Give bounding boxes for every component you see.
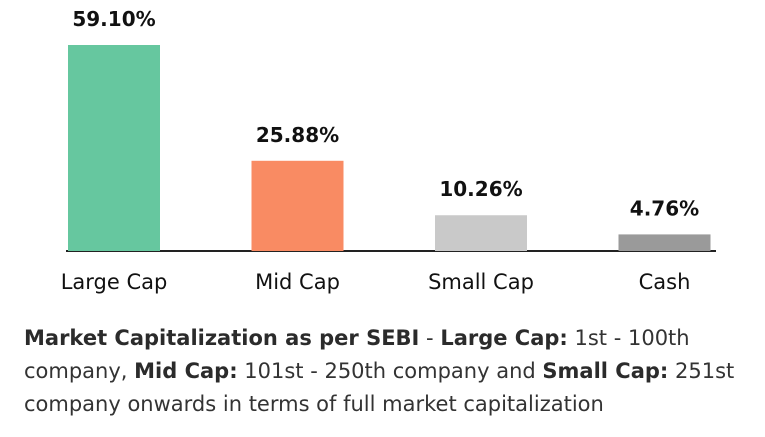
footnote-separator: - xyxy=(419,326,441,350)
value-label-cash: 4.76% xyxy=(630,196,699,220)
footnote-term-mid-cap: Mid Cap: xyxy=(134,359,238,383)
footnote-term-market-cap: Market Capitalization as per SEBI xyxy=(24,326,420,350)
footnote: Market Capitalization as per SEBI - Larg… xyxy=(24,322,754,421)
category-label-large-cap: Large Cap xyxy=(61,270,168,294)
bar-mid-cap xyxy=(251,160,344,251)
footnote-large-cap-desc: 1st - 100th company, xyxy=(24,326,690,383)
bar-large-cap xyxy=(68,45,160,251)
bar-cash xyxy=(618,234,711,251)
footnote-mid-cap-desc: 101st - 250th company and xyxy=(237,359,543,383)
value-label-small-cap: 10.26% xyxy=(439,177,522,201)
category-label-cash: Cash xyxy=(639,270,691,294)
footnote-small-cap-desc: 251st company onwards in terms of full m… xyxy=(24,359,735,416)
footnote-term-large-cap: Large Cap: xyxy=(440,326,568,350)
bar-chart: 59.10% Large Cap 25.88% Mid Cap 10.26% Small … xyxy=(61,7,716,294)
category-label-mid-cap: Mid Cap xyxy=(255,270,340,294)
footnote-term-small-cap: Small Cap: xyxy=(542,359,669,383)
value-label-mid-cap: 25.88% xyxy=(256,123,339,147)
bar-small-cap xyxy=(435,215,527,251)
value-label-large-cap: 59.10% xyxy=(72,7,155,31)
category-label-small-cap: Small Cap xyxy=(428,270,534,294)
